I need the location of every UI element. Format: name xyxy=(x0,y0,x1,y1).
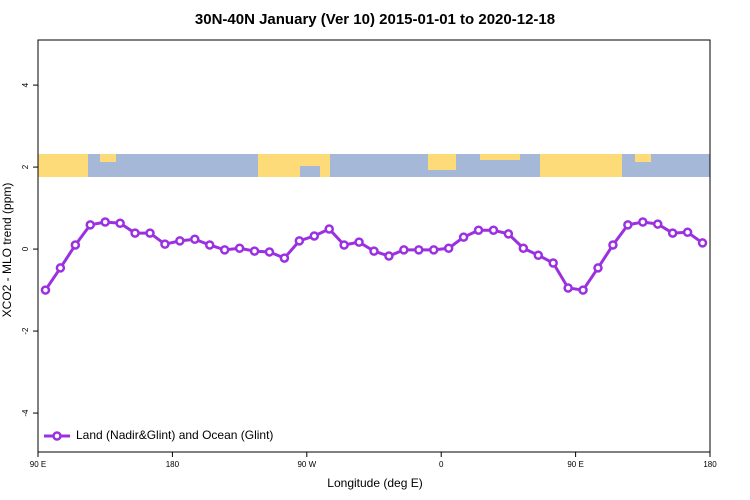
data-point xyxy=(563,283,573,293)
data-point xyxy=(458,232,469,242)
data-point xyxy=(55,263,66,273)
data-point xyxy=(414,245,424,255)
data-point xyxy=(100,217,110,227)
y-axis-label: XCO2 - MLO trend (ppm) xyxy=(0,183,14,318)
data-point xyxy=(294,236,305,246)
data-point xyxy=(234,243,245,254)
data-point xyxy=(667,228,678,238)
data-point xyxy=(488,225,499,235)
legend-label: Land (Nadir&Glint) and Ocean (Glint) xyxy=(76,428,273,442)
data-point xyxy=(623,220,633,230)
data-point xyxy=(279,253,290,263)
data-point xyxy=(503,229,514,239)
x-axis-label: Longitude (deg E) xyxy=(327,476,422,490)
map-strip xyxy=(38,154,710,177)
data-point xyxy=(548,258,558,268)
plot-frame xyxy=(37,39,711,453)
data-point xyxy=(85,220,96,230)
x-tick-label: 180 xyxy=(166,460,180,469)
data-point xyxy=(697,238,708,248)
data-point xyxy=(354,237,364,247)
data-point xyxy=(249,246,260,256)
data-point xyxy=(204,240,215,250)
data-point xyxy=(40,285,51,295)
data-point xyxy=(399,245,409,255)
legend-marker xyxy=(52,431,62,441)
data-point xyxy=(593,263,603,273)
data-point xyxy=(219,245,230,255)
data-point xyxy=(384,251,394,261)
x-tick-label: 90 E xyxy=(30,460,46,469)
data-point xyxy=(324,224,334,234)
data-point xyxy=(652,219,663,229)
data-point xyxy=(428,245,439,255)
data-point xyxy=(518,243,529,254)
data-point xyxy=(369,246,379,256)
data-point xyxy=(339,240,349,250)
y-tick-label: -2 xyxy=(21,327,30,335)
data-point xyxy=(309,231,320,241)
x-tick-label: 90 W xyxy=(297,460,316,469)
data-point xyxy=(175,236,185,246)
y-tick-label: 4 xyxy=(21,82,30,87)
data-point xyxy=(533,250,544,260)
data-point xyxy=(160,239,170,249)
y-tick-label: 0 xyxy=(21,246,30,251)
x-tick-label: 90 E xyxy=(567,460,583,469)
y-tick-label: 2 xyxy=(21,164,30,169)
data-point xyxy=(578,285,588,295)
data-point xyxy=(443,243,454,254)
x-tick-label: 180 xyxy=(703,460,717,469)
data-point xyxy=(145,228,155,238)
x-tick-label: 0 xyxy=(439,460,444,469)
data-point xyxy=(473,225,484,235)
data-point xyxy=(70,240,81,250)
data-point xyxy=(682,227,693,238)
data-point xyxy=(608,240,618,250)
data-point xyxy=(130,228,140,238)
series-line xyxy=(44,220,704,292)
chart-title: 30N-40N January (Ver 10) 2015-01-01 to 2… xyxy=(195,11,555,28)
data-point xyxy=(190,234,200,244)
data-point xyxy=(638,217,648,227)
data-point xyxy=(264,247,275,257)
y-tick-label: -4 xyxy=(21,409,30,417)
data-point xyxy=(115,218,125,228)
